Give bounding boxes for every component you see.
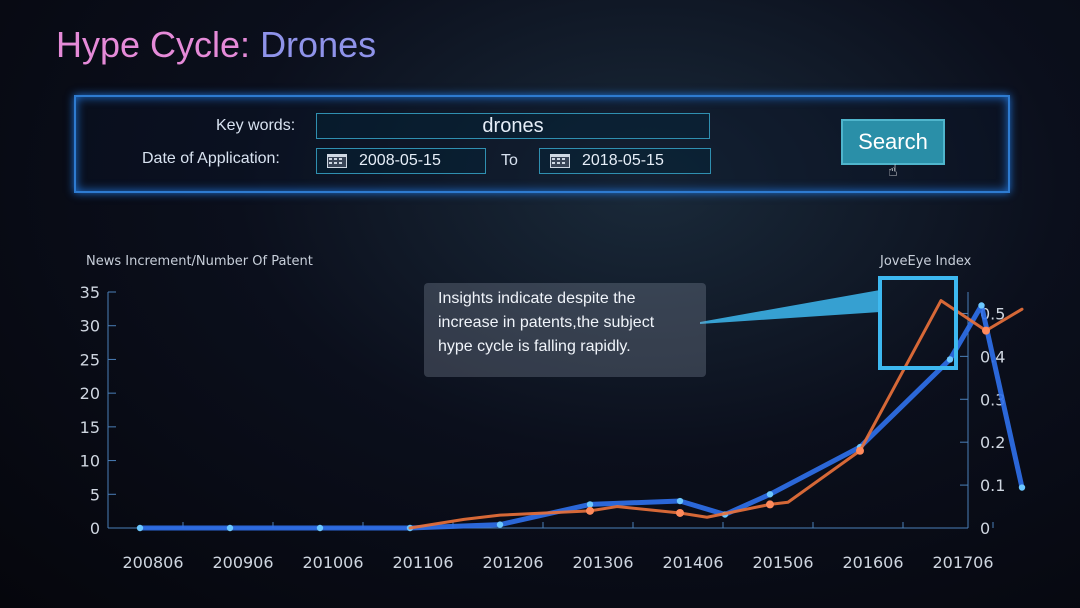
date-from-field[interactable]: 2008-05-15 bbox=[316, 148, 486, 174]
x-tick-label: 201506 bbox=[752, 553, 813, 572]
calendar-icon bbox=[550, 154, 570, 168]
news-series-point bbox=[586, 501, 594, 508]
date-from-value: 2008-05-15 bbox=[359, 152, 441, 169]
left-tick-label: 0 bbox=[90, 519, 100, 538]
left-axis-label: News Increment/Number Of Patent bbox=[86, 254, 313, 269]
highlight-box bbox=[878, 276, 958, 370]
news-series-point bbox=[766, 491, 774, 498]
page-title: Hype Cycle: Drones bbox=[56, 24, 376, 66]
left-tick-label: 15 bbox=[80, 418, 100, 437]
date-to-value: 2018-05-15 bbox=[582, 152, 664, 169]
news-series-point bbox=[496, 521, 504, 528]
news-series-point bbox=[1018, 484, 1026, 491]
pointer-hand-icon: ☝ bbox=[888, 161, 898, 180]
left-tick-label: 10 bbox=[80, 452, 100, 471]
x-tick-label: 201306 bbox=[572, 553, 633, 572]
news-series-point bbox=[978, 302, 985, 309]
left-tick-label: 25 bbox=[80, 350, 100, 369]
insight-callout: Insights indicate despite the increase i… bbox=[424, 283, 706, 377]
news-series-point bbox=[676, 497, 684, 505]
left-tick-label: 35 bbox=[80, 283, 100, 302]
callout-pointer bbox=[700, 290, 880, 324]
index-series-point bbox=[766, 500, 774, 509]
news-series-point bbox=[226, 524, 234, 532]
right-axis-label: JoveEye Index bbox=[879, 254, 972, 269]
left-tick-label: 30 bbox=[80, 317, 100, 336]
date-to-field[interactable]: 2018-05-15 bbox=[539, 148, 711, 174]
search-panel: Key words: drones Date of Application: 2… bbox=[74, 95, 1010, 193]
index-series-line bbox=[408, 299, 1024, 530]
x-tick-label: 201006 bbox=[302, 553, 363, 572]
right-tick-label: 0 bbox=[980, 519, 990, 538]
left-tick-label: 20 bbox=[80, 384, 100, 403]
x-tick-label: 201406 bbox=[662, 553, 723, 572]
x-tick-label: 201606 bbox=[842, 553, 903, 572]
index-series-point bbox=[586, 506, 594, 515]
index-series-point bbox=[982, 326, 990, 335]
x-tick-label: 201206 bbox=[482, 553, 543, 572]
left-tick-label: 5 bbox=[90, 485, 100, 504]
x-tick-label: 200906 bbox=[212, 553, 273, 572]
news-series-point bbox=[136, 524, 144, 532]
x-tick-label: 200806 bbox=[122, 553, 183, 572]
title-subject: Drones bbox=[260, 24, 377, 65]
search-button[interactable]: Search bbox=[841, 119, 945, 165]
calendar-icon bbox=[327, 154, 347, 168]
to-label: To bbox=[501, 152, 518, 169]
keywords-label: Key words: bbox=[216, 117, 296, 134]
news-series-point bbox=[316, 524, 324, 532]
keywords-input[interactable]: drones bbox=[316, 113, 710, 139]
index-series-point bbox=[676, 508, 684, 517]
x-tick-label: 201706 bbox=[932, 553, 993, 572]
x-tick-label: 201106 bbox=[392, 553, 453, 572]
right-tick-label: 0.2 bbox=[980, 433, 1005, 452]
news-series-point bbox=[946, 356, 954, 363]
right-tick-label: 0.1 bbox=[980, 476, 1005, 495]
index-series-point bbox=[856, 446, 864, 455]
date-label: Date of Application: bbox=[142, 150, 280, 167]
title-prefix: Hype Cycle: bbox=[56, 24, 251, 65]
